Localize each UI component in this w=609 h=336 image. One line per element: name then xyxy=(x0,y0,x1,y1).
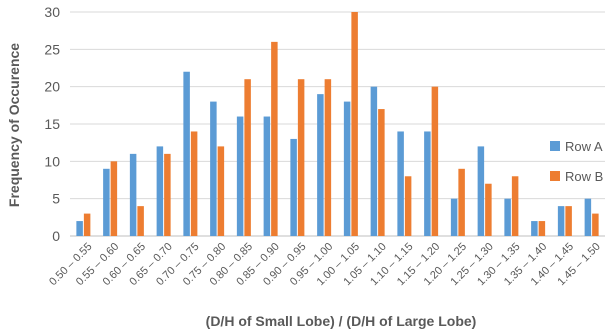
y-tick-label: 5 xyxy=(52,191,60,207)
bar-row-a-15 xyxy=(477,146,485,236)
bar-row-a-17 xyxy=(531,221,538,236)
y-tick-label: 30 xyxy=(44,4,60,20)
y-tick-label: 10 xyxy=(44,153,60,169)
legend-swatch-row-a xyxy=(550,141,560,151)
bar-row-b-10 xyxy=(351,12,358,236)
bar-row-b-0 xyxy=(83,213,91,236)
bar-row-a-0 xyxy=(76,221,83,236)
bar-row-a-12 xyxy=(397,131,404,236)
bar-row-a-8 xyxy=(290,138,297,236)
bar-row-b-13 xyxy=(431,86,439,237)
bar-row-a-19 xyxy=(584,198,592,236)
bar-row-b-11 xyxy=(378,109,385,236)
bar-row-b-14 xyxy=(458,168,465,236)
bar-row-a-3 xyxy=(156,146,164,236)
gridlines xyxy=(70,11,605,237)
legend-label: Row A xyxy=(565,139,603,154)
bar-row-b-7 xyxy=(271,41,278,236)
bar-row-b-15 xyxy=(485,183,492,236)
bar-row-a-6 xyxy=(236,116,244,236)
bar-row-b-5 xyxy=(217,146,225,236)
bar-row-b-18 xyxy=(565,206,572,236)
bar-row-a-2 xyxy=(129,153,137,236)
bar-row-b-12 xyxy=(404,176,412,236)
bar-row-a-7 xyxy=(263,116,271,236)
bar-row-b-9 xyxy=(324,79,332,236)
y-tick-label: 20 xyxy=(44,79,60,95)
bar-row-a-13 xyxy=(424,131,431,236)
bar-row-a-16 xyxy=(504,198,511,236)
y-axis-title: Frequency of Occurence xyxy=(6,43,22,207)
bar-row-a-18 xyxy=(557,206,565,236)
bar-row-b-17 xyxy=(538,221,546,236)
bar-row-b-6 xyxy=(244,79,251,236)
bars xyxy=(76,12,599,237)
bar-row-b-8 xyxy=(297,79,305,236)
legend-swatch-row-b xyxy=(550,171,560,181)
bar-row-b-19 xyxy=(592,213,599,236)
y-axis-tick-labels: 0 5 10 15 20 25 30 xyxy=(44,4,60,244)
x-axis-tick-labels: 0.50 – 0.550.55 – 0.600.60 – 0.650.65 – … xyxy=(47,241,603,288)
bar-row-a-1 xyxy=(103,168,110,236)
y-tick-label: 25 xyxy=(44,41,60,57)
bar-row-b-4 xyxy=(190,131,198,236)
bar-row-a-5 xyxy=(210,101,217,236)
bar-row-a-10 xyxy=(343,101,351,236)
bar-row-a-14 xyxy=(450,198,458,236)
y-tick-label: 15 xyxy=(44,116,60,132)
bar-row-b-2 xyxy=(137,206,144,236)
y-tick-label: 0 xyxy=(52,228,60,244)
legend: Row A Row B xyxy=(550,139,603,184)
bar-row-a-4 xyxy=(183,71,190,236)
bar-row-b-1 xyxy=(110,161,118,236)
x-axis-title: (D/H of Small Lobe) / (D/H of Large Lobe… xyxy=(206,313,477,329)
bar-row-b-16 xyxy=(511,176,519,236)
bar-row-b-3 xyxy=(164,153,171,236)
legend-label: Row B xyxy=(565,169,603,184)
bar-row-a-9 xyxy=(317,94,324,236)
bar-row-a-11 xyxy=(370,86,378,237)
